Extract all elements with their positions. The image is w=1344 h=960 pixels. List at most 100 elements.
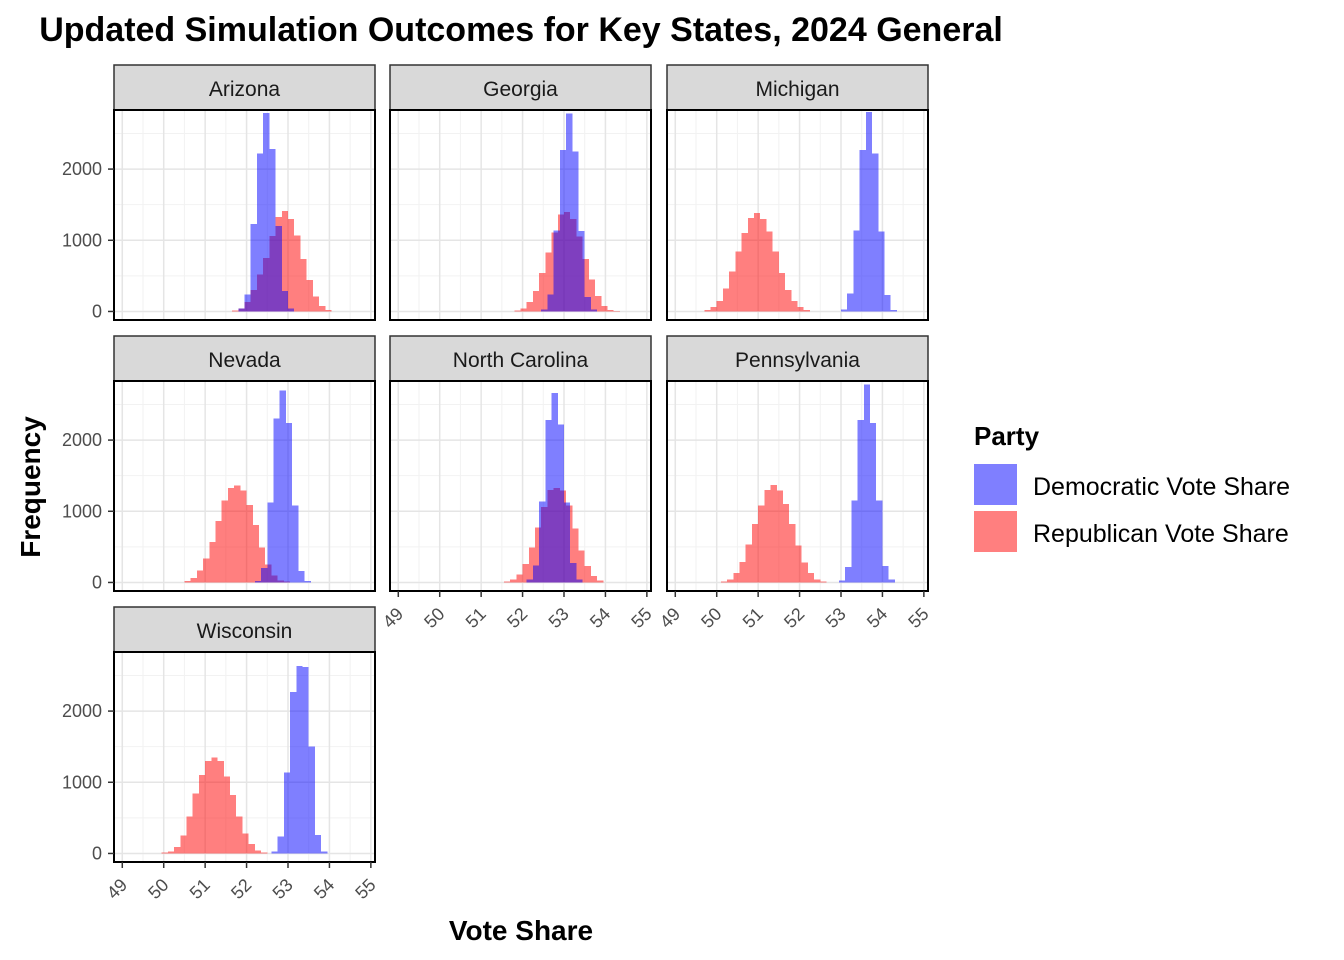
republican-bar	[516, 574, 523, 583]
facet-wisconsin: Wisconsin 0 1000 2000 49 50 51 52 53 54 55	[62, 606, 380, 903]
republican-bar	[510, 579, 517, 583]
democratic-bar	[870, 423, 877, 583]
x-tick-label: 55	[351, 875, 379, 903]
republican-bar	[294, 235, 301, 312]
republican-bar	[727, 579, 734, 583]
republican-bar	[595, 295, 602, 312]
democratic-bar	[851, 500, 858, 583]
democratic-bar	[304, 581, 311, 583]
democratic-bar	[570, 563, 577, 583]
x-tick-label: 53	[269, 875, 297, 903]
democratic-bar	[590, 309, 598, 312]
republican-bar	[722, 288, 730, 312]
panel-border	[113, 380, 376, 592]
republican-bar	[259, 547, 266, 583]
legend-key-democratic	[974, 464, 1017, 505]
republican-bar	[783, 504, 790, 583]
x-tick-label: 50	[420, 604, 448, 632]
democratic-bar	[314, 834, 322, 854]
facet-arizona: Arizona 0 1000 2000	[62, 64, 376, 321]
x-tick-label: 49	[656, 604, 684, 632]
facet-strip	[389, 64, 652, 111]
x-tick-label: 53	[822, 604, 850, 632]
republican-bar	[261, 852, 268, 854]
republican-bar	[770, 484, 777, 583]
republican-bar	[710, 307, 717, 312]
y-tick-label: 0	[92, 301, 102, 321]
democratic-bar	[250, 223, 257, 312]
republican-bar	[772, 251, 779, 312]
democratic-bar	[859, 149, 866, 312]
panel-border	[666, 109, 929, 321]
republican-bar	[803, 310, 810, 312]
republican-bar	[733, 573, 740, 583]
republican-bar	[735, 251, 742, 312]
democratic-bar	[845, 566, 852, 583]
democratic-bar	[878, 231, 885, 312]
republican-bar	[588, 279, 596, 312]
x-tick-label: 50	[144, 875, 172, 903]
panel-border	[389, 380, 652, 592]
republican-bar	[584, 566, 591, 583]
democratic-bar	[551, 393, 558, 583]
democratic-bar	[576, 579, 583, 583]
panel-border	[113, 651, 376, 863]
republican-bar	[215, 521, 222, 583]
republican-bar	[227, 487, 235, 583]
democratic-bar	[557, 424, 564, 583]
republican-bar	[578, 550, 585, 583]
democratic-bar	[277, 836, 284, 854]
x-tick-label: 51	[462, 604, 490, 632]
democratic-bar	[865, 112, 873, 312]
republican-bar	[211, 757, 218, 854]
republican-bar	[795, 545, 802, 583]
republican-bar	[814, 579, 821, 583]
republican-bar	[776, 490, 783, 583]
democratic-bar	[559, 149, 567, 312]
republican-bar	[747, 218, 754, 312]
republican-bar	[192, 793, 199, 854]
democratic-bar	[838, 580, 846, 583]
democratic-bar	[566, 113, 573, 312]
republican-bar	[582, 258, 589, 312]
democratic-bar	[263, 112, 270, 312]
republican-bar	[198, 775, 206, 854]
republican-bar	[230, 795, 237, 854]
y-tick-label: 2000	[62, 430, 102, 450]
facet-strip-label: Georgia	[483, 78, 558, 101]
republican-bar	[186, 816, 193, 854]
republican-bar	[203, 558, 210, 583]
democratic-bar	[298, 571, 305, 583]
democratic-bar	[267, 502, 274, 583]
facet-strip-label: Nevada	[208, 349, 281, 372]
republican-bar	[532, 290, 540, 312]
panel-border	[113, 109, 376, 321]
x-tick-label: 50	[697, 604, 725, 632]
republican-bar	[789, 524, 796, 583]
democratic-bar	[302, 666, 309, 854]
republican-bar	[209, 541, 216, 583]
chart-title: Updated Simulation Outcomes for Key Stat…	[39, 11, 1003, 49]
democratic-bar	[281, 290, 288, 312]
legend-key-republican	[974, 511, 1017, 552]
democratic-bar	[271, 851, 278, 854]
democratic-bar	[882, 566, 889, 583]
democratic-bar	[238, 308, 245, 312]
republican-bar	[716, 300, 723, 312]
republican-bar	[180, 835, 187, 854]
x-tick-label: 51	[739, 604, 767, 632]
republican-bar	[751, 524, 759, 583]
republican-bar	[520, 308, 527, 312]
republican-bar	[196, 570, 204, 583]
republican-bar	[522, 563, 529, 583]
republican-bar	[601, 305, 608, 312]
democratic-bar	[261, 568, 268, 583]
republican-bar	[797, 307, 804, 312]
x-tick-label: 49	[103, 875, 131, 903]
republican-bar	[205, 760, 212, 854]
facet-strip-label: North Carolina	[453, 349, 589, 372]
democratic-bar	[296, 666, 303, 854]
x-tick-label: 54	[310, 875, 338, 903]
republican-bar	[234, 485, 241, 583]
republican-bar	[785, 290, 792, 312]
